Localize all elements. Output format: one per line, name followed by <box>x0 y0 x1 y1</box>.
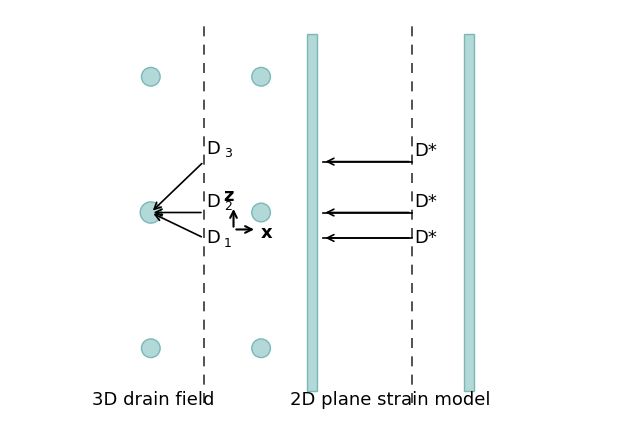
Text: 2D plane strain model: 2D plane strain model <box>290 390 490 408</box>
Text: z: z <box>223 187 233 204</box>
Bar <box>464 35 474 391</box>
Text: D: D <box>206 229 220 247</box>
Circle shape <box>251 204 270 222</box>
Text: D*: D* <box>414 193 437 211</box>
Text: D*: D* <box>414 142 437 160</box>
Circle shape <box>140 202 162 224</box>
Circle shape <box>142 68 160 87</box>
Bar <box>307 35 317 391</box>
Circle shape <box>142 339 160 358</box>
Circle shape <box>251 68 270 87</box>
Text: 1: 1 <box>224 236 232 249</box>
Text: 3D drain field: 3D drain field <box>92 390 214 408</box>
Text: D*: D* <box>414 228 437 246</box>
Circle shape <box>251 339 270 358</box>
Text: x: x <box>261 223 273 241</box>
Text: D: D <box>206 193 220 211</box>
Text: D: D <box>206 140 220 158</box>
Text: 3: 3 <box>224 147 232 160</box>
Text: 2: 2 <box>224 200 232 213</box>
